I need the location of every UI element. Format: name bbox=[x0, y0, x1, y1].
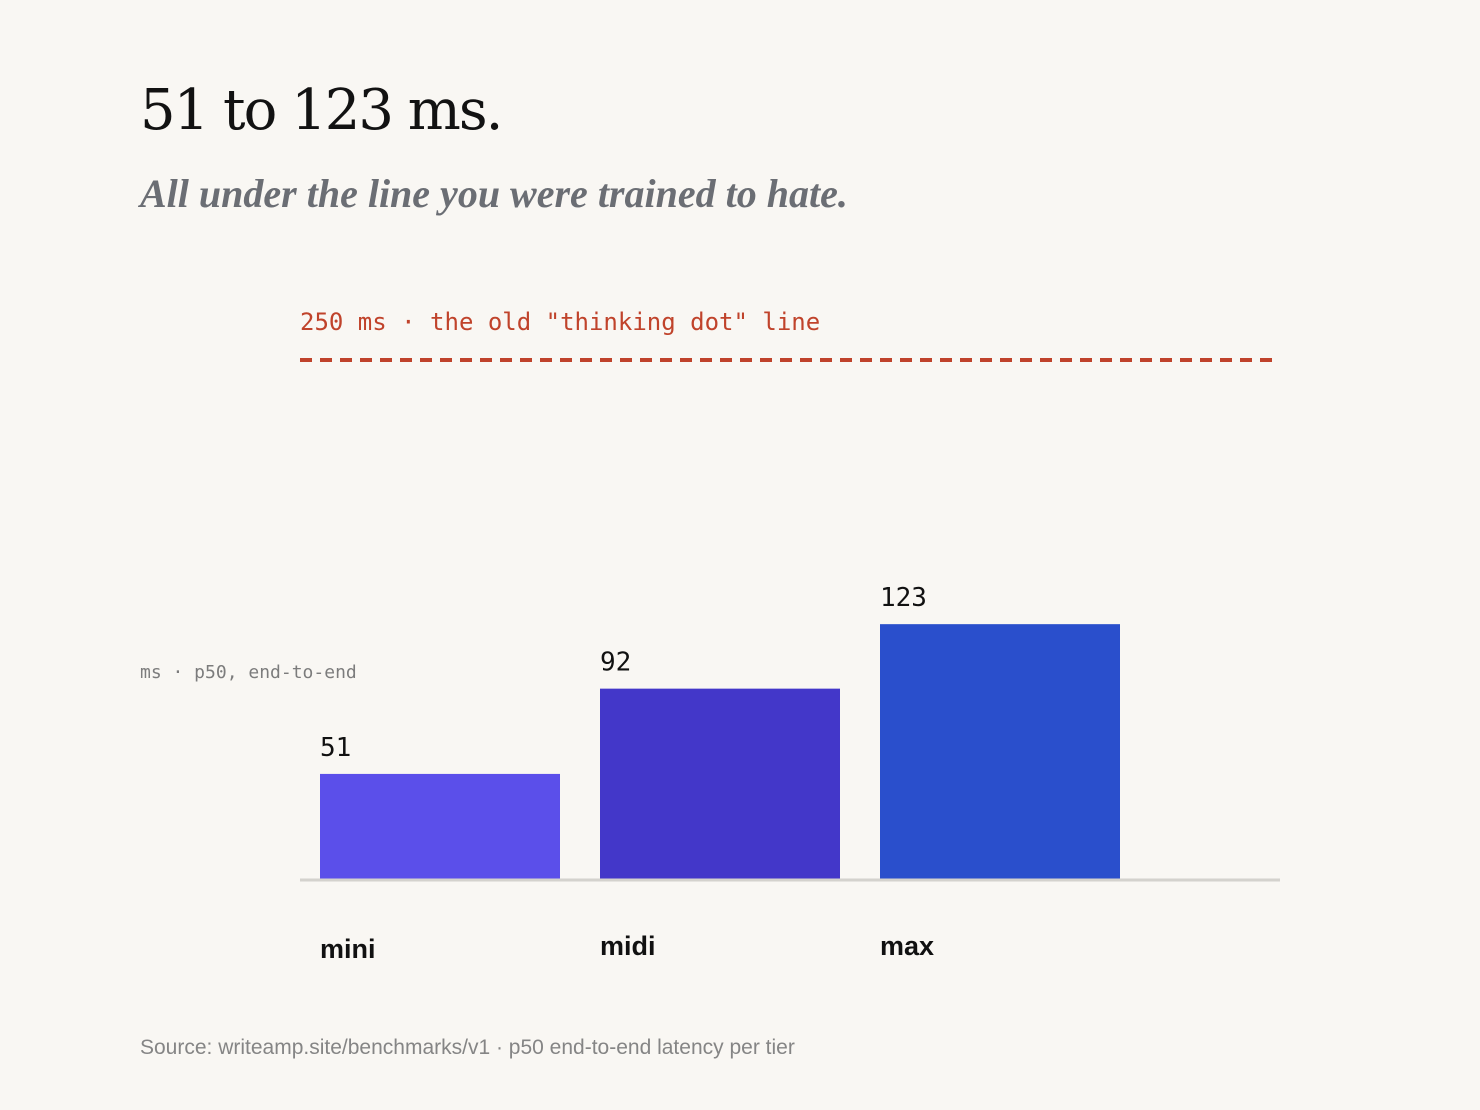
category-label-midi: midi bbox=[600, 931, 656, 961]
category-label-mini: mini bbox=[320, 934, 376, 964]
bar-max bbox=[880, 624, 1120, 880]
bars-group: 51 mini 92 midi 123 max bbox=[320, 583, 1120, 964]
bar-midi bbox=[600, 688, 840, 880]
bar-value-label-midi: 92 bbox=[600, 648, 631, 678]
chart-subtitle: All under the line you were trained to h… bbox=[140, 171, 848, 216]
threshold-label: 250 ms · the old "thinking dot" line bbox=[300, 308, 821, 336]
bar-value-label-max: 123 bbox=[880, 583, 927, 613]
chart-title: 51 to 123 ms. bbox=[140, 78, 503, 143]
bar-mini bbox=[320, 773, 560, 880]
source-note: Source: writeamp.site/benchmarks/v1 · p5… bbox=[140, 1036, 795, 1059]
category-label-max: max bbox=[880, 931, 934, 961]
bar-value-label-mini: 51 bbox=[320, 733, 351, 763]
y-axis-unit-label: ms · p50, end-to-end bbox=[140, 662, 357, 683]
